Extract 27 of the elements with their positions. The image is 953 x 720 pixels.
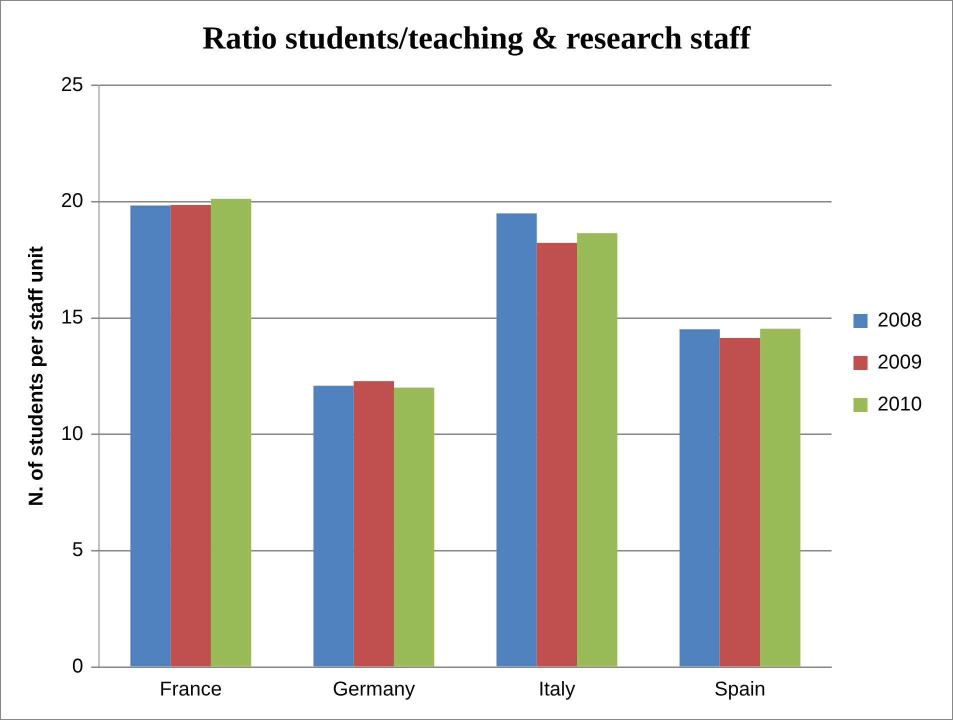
bar	[210, 198, 252, 666]
x-tick-label: France	[160, 678, 222, 701]
bar	[760, 328, 800, 666]
bar	[680, 329, 720, 666]
y-tick-label: 10	[60, 422, 84, 445]
bar	[536, 242, 578, 666]
y-tick-label: 15	[60, 306, 84, 329]
legend-label: 2009	[878, 352, 922, 374]
bar	[496, 213, 537, 666]
y-tick-label: 20	[60, 190, 84, 212]
legend-label: 2008	[878, 310, 922, 332]
bar	[394, 388, 434, 666]
y-axis-title: N. of students per staff unit	[26, 246, 48, 506]
bar	[720, 338, 760, 666]
x-tick-label: Italy	[538, 678, 576, 701]
chart-title: Ratio students/teaching & research staff	[202, 19, 751, 56]
bar	[313, 386, 354, 666]
y-tick-label: 25	[60, 74, 84, 96]
bar	[130, 205, 171, 666]
bar	[577, 233, 618, 666]
y-tick-label: 0	[72, 656, 84, 678]
y-tick-label: 5	[72, 539, 84, 562]
bar	[170, 204, 211, 666]
x-tick-label: Spain	[714, 678, 766, 701]
legend-label: 2010	[878, 394, 922, 416]
x-tick-label: Germany	[332, 678, 415, 701]
bar	[354, 381, 394, 666]
